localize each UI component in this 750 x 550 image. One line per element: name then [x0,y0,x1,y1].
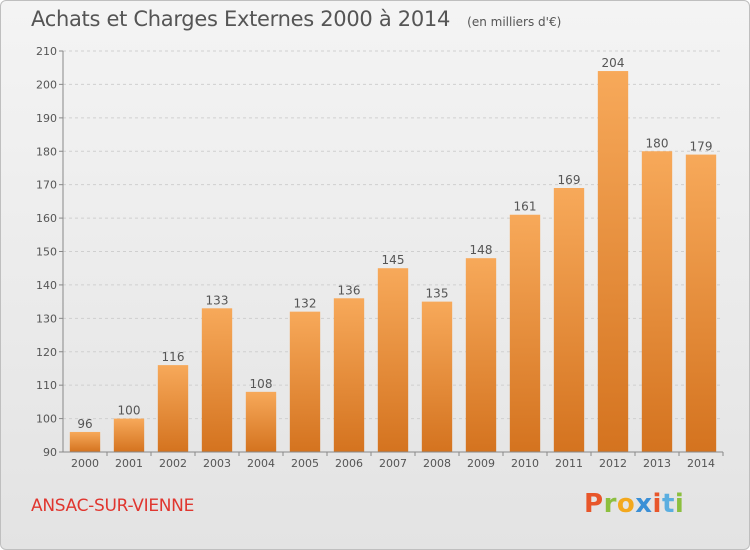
y-tick-label: 100 [36,413,57,426]
bar [597,71,629,453]
logo-letter: P [584,489,604,519]
chart-unit: (en milliers d'€) [467,15,562,29]
bar-value-label: 96 [77,417,92,431]
bar [113,418,145,452]
bar-value-label: 169 [558,173,581,187]
y-tick-label: 170 [36,179,57,192]
logo-letter: t [661,489,675,519]
proxiti-logo[interactable]: Proxiti [584,489,684,519]
bar-value-label: 180 [646,136,669,150]
bar-value-label: 179 [690,140,713,154]
bar-value-label: 133 [206,293,229,307]
bar-value-label: 161 [514,200,537,214]
x-tick-label: 2014 [687,457,715,470]
bar [641,151,673,452]
bar [245,391,277,452]
bar-value-label: 136 [338,283,361,297]
x-tick-label: 2005 [291,457,319,470]
bar [553,188,585,452]
y-tick-label: 180 [36,145,57,158]
bar [69,431,101,452]
bar-value-label: 108 [250,377,273,391]
bar [377,268,409,452]
x-tick-label: 2002 [159,457,187,470]
bar-value-label: 116 [162,350,185,364]
y-tick-label: 110 [36,379,57,392]
bar [509,214,541,452]
bar [201,308,233,452]
bar [685,154,717,452]
title-row: Achats et Charges Externes 2000 à 2014 (… [31,7,561,31]
chart-title: Achats et Charges Externes 2000 à 2014 [31,7,451,31]
x-tick-label: 2001 [115,457,143,470]
y-tick-label: 120 [36,346,57,359]
commune-name: ANSAC-SUR-VIENNE [31,496,195,516]
x-tick-label: 2010 [511,457,539,470]
x-tick-label: 2008 [423,457,451,470]
labels: 90 100 110 120 130 140 150 160 170 180 190 200 210 96… [36,45,715,470]
x-tick-label: 2013 [643,457,671,470]
bar-value-label: 148 [470,243,493,257]
bar-value-label: 204 [602,56,625,70]
bar-value-label: 145 [382,253,405,267]
x-tick-label: 2009 [467,457,495,470]
logo-letter: o [616,489,636,519]
bar [465,258,497,452]
y-tick-label: 160 [36,212,57,225]
bar [333,298,365,452]
bar [157,365,189,452]
x-tick-label: 2011 [555,457,583,470]
x-tick-label: 2007 [379,457,407,470]
y-tick-label: 140 [36,279,57,292]
bar-value-label: 100 [118,404,141,418]
y-tick-label: 90 [43,446,57,459]
logo-letter: x [635,489,653,519]
bar [421,301,453,452]
y-tick-label: 210 [36,45,57,58]
axes [59,50,724,456]
bar [289,311,321,452]
bars [69,71,717,453]
y-tick-label: 190 [36,112,57,125]
logo-letter: i [652,489,662,519]
x-tick-label: 2012 [599,457,627,470]
logo-letter: r [603,489,617,519]
y-tick-label: 150 [36,246,57,259]
logo-letter: i [674,489,685,519]
x-tick-label: 2000 [71,457,99,470]
bar-value-label: 135 [426,287,449,301]
x-tick-label: 2006 [335,457,363,470]
x-tick-label: 2003 [203,457,231,470]
x-tick-label: 2004 [247,457,275,470]
bar-value-label: 132 [294,297,317,311]
y-tick-label: 130 [36,312,57,325]
y-tick-label: 200 [36,78,57,91]
